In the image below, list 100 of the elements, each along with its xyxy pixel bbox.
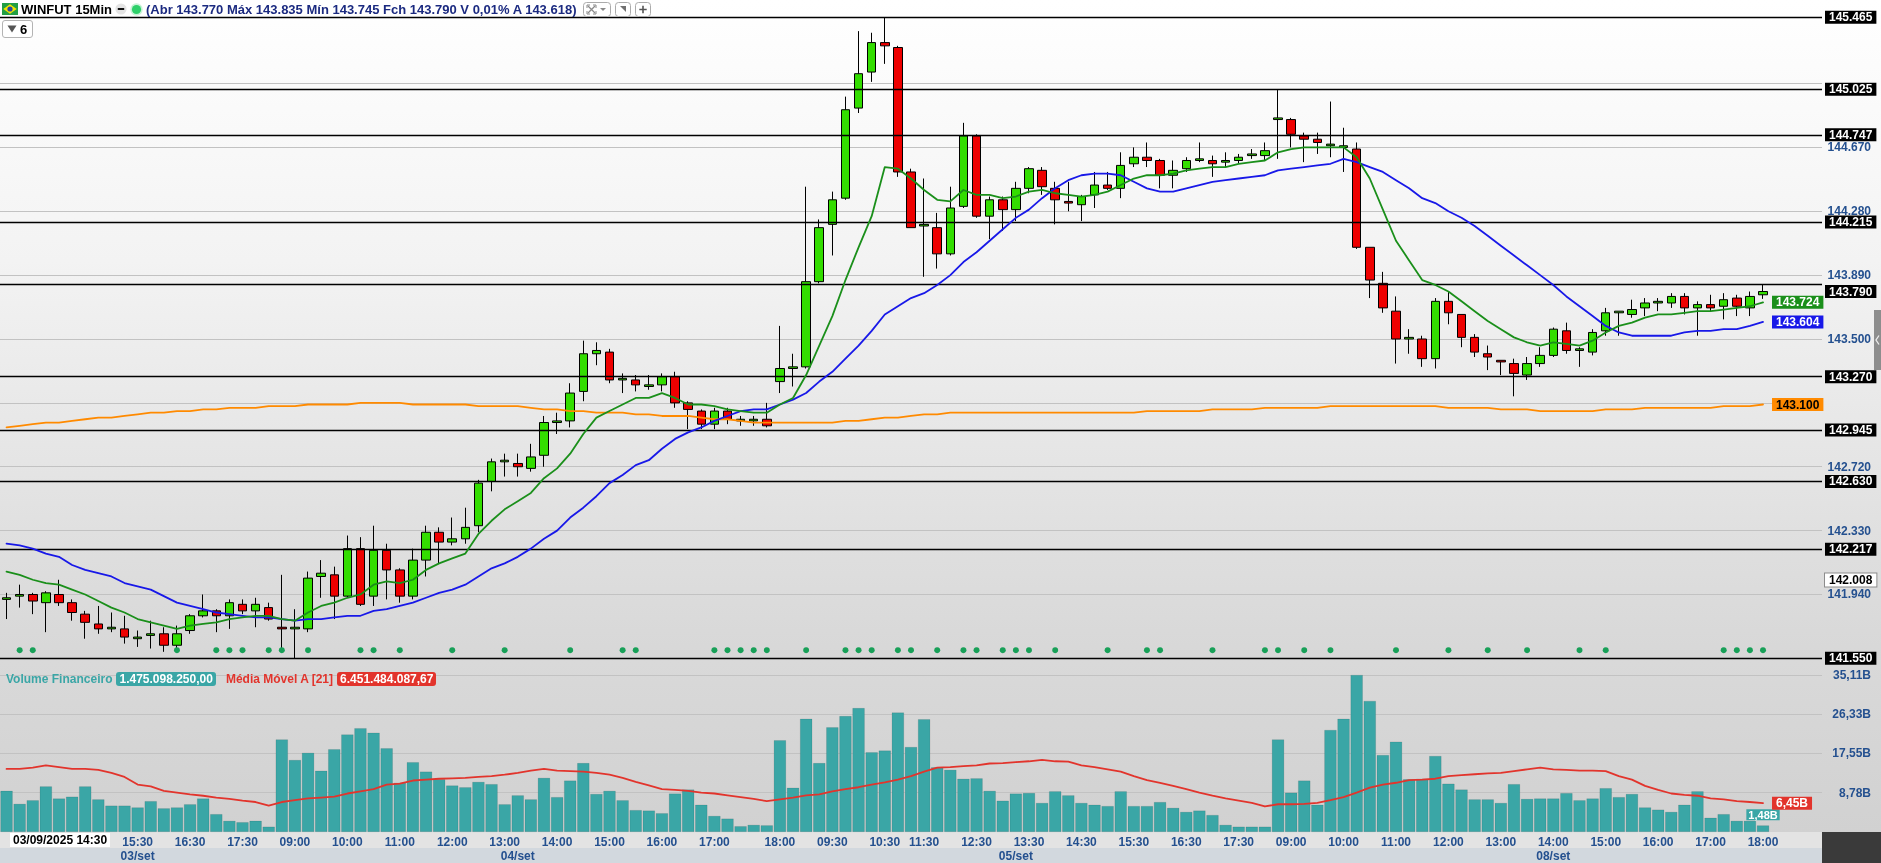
candlestick [513, 453, 523, 478]
annotation: 6 [20, 21, 28, 37]
chart-subtitle: (Abr 143.770 Máx 143.835 Mín 143.745 Fch 143.790 V 0,01% A 143.618) [146, 1, 577, 17]
annotation: 1.475.098.250,00 [116, 672, 216, 686]
candlestick [28, 592, 38, 615]
y-tick-label: 142.720 [1827, 459, 1872, 474]
candlestick [500, 453, 509, 478]
data-label: 6,45B [1776, 796, 1809, 811]
candlestick [316, 559, 326, 599]
candlestick [107, 612, 116, 633]
candlestick [1391, 295, 1401, 365]
x-tick-label: 15:30 03/set [120, 835, 155, 863]
x-tick-label: 13:00 [489, 835, 521, 849]
candlestick [41, 590, 51, 633]
ref-line-label: 145.025 [1829, 82, 1873, 97]
candlestick [198, 593, 208, 618]
candlestick [133, 630, 142, 648]
ref-line-label: 144.747 [1829, 127, 1873, 142]
ref-line-label: 143.270 [1829, 369, 1873, 384]
x-tick-label: 04/set [500, 849, 535, 863]
candlestick [1457, 313, 1466, 348]
candlestick [1142, 141, 1152, 168]
x-tick-label: 11:30 [909, 835, 940, 849]
candlestick [1549, 327, 1558, 358]
candlestick [1103, 171, 1112, 191]
text: 142.008 [1829, 573, 1873, 587]
candlestick [1247, 148, 1257, 160]
candlestick [54, 579, 64, 607]
data-label: 143.724 [1776, 295, 1820, 310]
candlestick [1535, 346, 1545, 368]
x-tick-label: 16:00 [1642, 835, 1674, 849]
candlestick [1182, 156, 1191, 173]
candlestick [749, 415, 758, 427]
candlestick [1431, 297, 1440, 369]
ref-line-label: 144.215 [1829, 214, 1873, 229]
annotation: 6.451.484.087,67 [337, 672, 437, 686]
x-tick-label: 18:00 [1747, 835, 1779, 849]
candlestick [94, 605, 103, 635]
x-tick-label: 13:00 [1485, 835, 1517, 849]
x-tick-label: 14:00 08/set [1536, 835, 1571, 863]
candlestick [1208, 155, 1217, 178]
data-label: 1,48B [1748, 808, 1778, 821]
x-tick-label: 15:00 [594, 835, 626, 849]
x-tick-label: 09:00 [1275, 835, 1307, 849]
x-tick-label: 13:30 [1013, 835, 1045, 849]
y-tick-label: 142.330 [1827, 523, 1872, 538]
candlestick [1575, 346, 1584, 368]
line-series [5, 759, 1764, 808]
x-tick-label: 16:30 [174, 835, 206, 849]
x-tick-label: 17:30 [1223, 835, 1255, 849]
x-tick-label: 10:30 [869, 835, 901, 849]
candlestick [1706, 294, 1715, 312]
candlestick [1444, 291, 1453, 325]
candlestick [303, 571, 313, 633]
candlestick [461, 507, 470, 545]
y-tick-label: 143.500 [1827, 332, 1872, 347]
candlestick [1483, 345, 1492, 371]
x-tick-label: 18:00 [764, 835, 796, 849]
ref-line-label: 142.630 [1829, 474, 1873, 489]
candlestick [526, 443, 536, 473]
candlestick [1470, 333, 1479, 358]
ref-line-label: 142.217 [1829, 542, 1873, 557]
text: 143.790 [1829, 284, 1873, 299]
x-tick-label: 15:00 [1590, 835, 1622, 849]
x-tick-label: 10:00 [1328, 835, 1360, 849]
x-tick-label: 15:30 [1118, 835, 1150, 849]
candlestick [2, 592, 11, 620]
candlestick [592, 341, 601, 366]
candlestick [1155, 158, 1165, 189]
candlestick [1653, 297, 1663, 312]
text: 03/09/2025 14:30 [10, 833, 111, 847]
candlestick [238, 598, 247, 615]
candlestick [1024, 166, 1034, 194]
candlestick [67, 598, 77, 622]
x-tick-label: 14:00 [541, 835, 573, 849]
y-tick-label: 35,11B [1832, 667, 1872, 682]
x-tick-label: 14:30 [1066, 835, 1098, 849]
data-label: 143.100 [1776, 397, 1820, 412]
candlestick [1037, 166, 1047, 196]
x-tick-label: 17:00 [1695, 835, 1727, 849]
candlestick [1719, 292, 1728, 320]
x-tick-label: 12:00 [436, 835, 468, 849]
candlestick [1129, 146, 1139, 168]
x-tick-label: 11:00 [1380, 835, 1412, 849]
candlestick [1627, 299, 1637, 319]
candlestick [565, 382, 575, 428]
y-tick-label: 143.890 [1827, 268, 1872, 283]
ref-line-label: 142.945 [1829, 422, 1873, 437]
y-tick-label: 17,55B [1832, 746, 1872, 761]
data-label: 143.604 [1776, 314, 1820, 329]
candlestick [146, 620, 155, 650]
x-tick-label: 09:30 [817, 835, 849, 849]
candlestick [1693, 300, 1702, 337]
candlestick [1667, 292, 1676, 309]
candlestick [1064, 181, 1073, 212]
ref-line-label: 141.550 [1829, 651, 1873, 666]
x-tick-label: 12:00 [1433, 835, 1465, 849]
x-tick-label: 10:00 [332, 835, 364, 849]
y-tick-label: 141.940 [1827, 587, 1872, 602]
chart-title: WINFUT 15Min [21, 1, 112, 17]
